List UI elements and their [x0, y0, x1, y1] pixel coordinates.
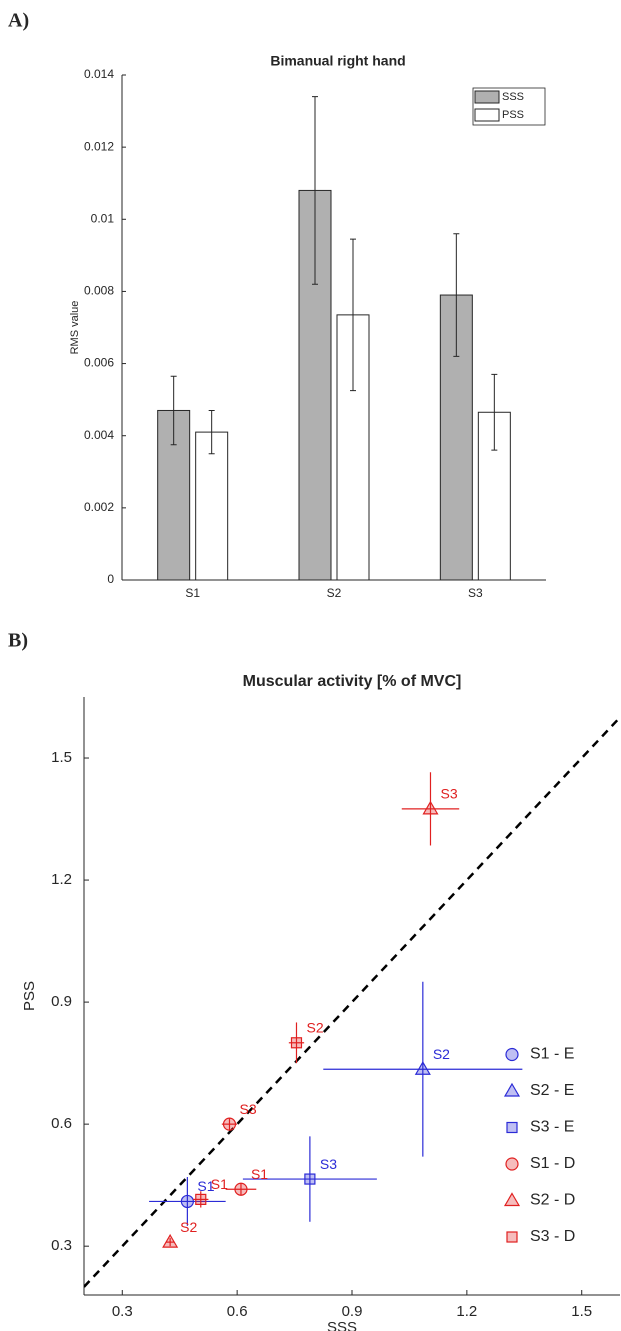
legend-swatch [474, 90, 500, 104]
error-bar [208, 409, 215, 455]
y-tick-label: 0.9 [51, 993, 72, 1010]
y-tick-label: 0.004 [84, 428, 114, 442]
legend-label: S1 - D [530, 1155, 575, 1172]
error-bar [453, 233, 460, 357]
bar [195, 431, 229, 581]
error-bar [312, 96, 318, 285]
legend-label: S1 - E [530, 1046, 574, 1063]
x-axis-label: SSS [327, 1319, 357, 1331]
point-label: S2 [433, 1046, 450, 1062]
legend-label: SSS [502, 91, 524, 103]
legend-label: S2 - E [530, 1082, 574, 1099]
y-tick-label: 0.014 [84, 67, 114, 81]
legend-marker [505, 1047, 519, 1062]
marker [290, 1037, 303, 1049]
chart-title: Bimanual right hand [270, 53, 405, 69]
x-tick-label: 1.5 [571, 1303, 592, 1320]
x-tick-label: S3 [468, 586, 483, 600]
y-tick-label: 0.3 [51, 1237, 72, 1254]
marker [234, 1182, 248, 1196]
y-tick-label: 0.002 [84, 500, 114, 514]
legend-marker [505, 1157, 519, 1171]
y-tick-label: 0.012 [84, 139, 114, 153]
point-label: S3 [239, 1101, 256, 1117]
point-label: S1 [197, 1178, 214, 1194]
point-label: S2 [180, 1219, 197, 1235]
legend-marker [503, 1082, 521, 1097]
y-tick-label: 0.6 [51, 1115, 72, 1132]
identity-line [84, 716, 621, 1288]
panel-label: A) [8, 10, 29, 32]
error-bar [170, 375, 177, 446]
x-tick-label: 0.9 [342, 1303, 363, 1320]
legend-marker [506, 1231, 518, 1243]
x-tick-label: 1.2 [456, 1303, 477, 1320]
error-bar [491, 373, 498, 451]
y-tick-label: 1.5 [51, 749, 72, 766]
x-tick-label: 0.3 [112, 1303, 133, 1320]
x-tick-label: 0.6 [227, 1303, 248, 1320]
legend-label: S3 - E [530, 1119, 574, 1136]
y-axis-label: RMS value [69, 301, 81, 355]
marker [422, 800, 439, 815]
x-tick-label: S1 [185, 586, 200, 600]
y-tick-label: 1.2 [51, 871, 72, 888]
marker [195, 1193, 207, 1206]
point-label: S3 [320, 1156, 337, 1172]
legend-marker [506, 1121, 518, 1134]
legend-label: S3 - D [530, 1228, 575, 1245]
x-tick-label: S2 [327, 586, 342, 600]
marker [304, 1173, 316, 1185]
error-bar [350, 238, 356, 392]
y-axis-label: PSS [21, 981, 38, 1011]
point-label: S1 [251, 1166, 268, 1182]
marker [222, 1117, 237, 1131]
legend-label: PSS [502, 109, 524, 121]
y-tick-label: 0.008 [84, 284, 114, 298]
point-label: S1 [211, 1176, 228, 1192]
y-tick-label: 0.01 [91, 211, 115, 225]
marker [180, 1194, 194, 1209]
point-label: S3 [440, 786, 457, 802]
y-tick-label: 0.006 [84, 356, 114, 370]
marker [414, 1061, 431, 1075]
panel-label: B) [8, 630, 28, 652]
legend-marker [503, 1192, 521, 1207]
y-tick-label: 0 [107, 572, 114, 586]
legend-swatch [474, 108, 500, 122]
point-label: S2 [306, 1019, 323, 1035]
marker [162, 1233, 179, 1248]
legend-label: S2 - D [530, 1192, 575, 1209]
chart-title: Muscular activity [% of MVC] [243, 673, 462, 690]
